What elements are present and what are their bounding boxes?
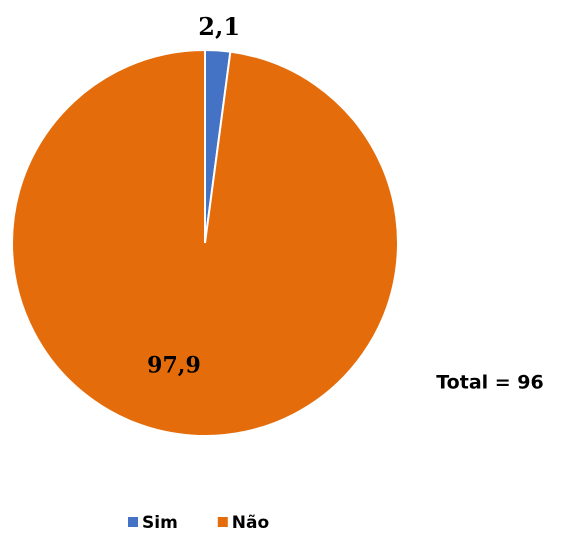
legend-swatch <box>217 517 228 527</box>
legend-swatch <box>128 517 138 527</box>
legend-label: Não <box>232 513 269 533</box>
legend-label: Sim <box>142 513 178 533</box>
annotation: Total = 96 <box>436 372 544 394</box>
data-label: 97,9 <box>147 353 201 379</box>
pie-slice <box>11 48 399 437</box>
data-label: 2,1 <box>198 12 240 41</box>
